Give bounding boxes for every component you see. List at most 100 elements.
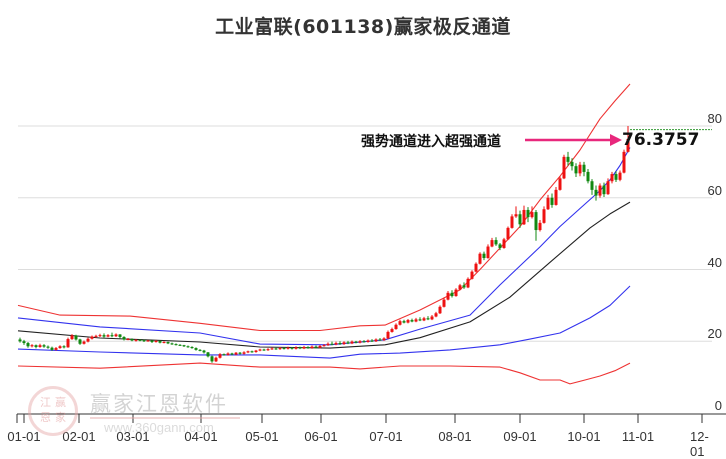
candle xyxy=(542,209,546,223)
candle xyxy=(390,329,394,332)
candle xyxy=(398,321,402,325)
candle xyxy=(134,339,138,341)
y-tick-label: 80 xyxy=(707,111,722,126)
candle xyxy=(562,156,566,179)
candle xyxy=(374,339,378,342)
upper-outer-band xyxy=(17,83,631,332)
candle xyxy=(386,331,390,339)
x-tick-label: 12-01 xyxy=(690,429,709,459)
x-tick-label: 08-01 xyxy=(438,429,472,444)
candle xyxy=(86,338,90,342)
candle xyxy=(334,343,338,345)
candle xyxy=(90,336,94,339)
x-axis xyxy=(16,413,726,423)
candle xyxy=(522,209,526,225)
candle xyxy=(162,341,166,343)
candle xyxy=(382,338,386,341)
candle xyxy=(514,214,518,217)
candle xyxy=(58,346,62,349)
candle xyxy=(110,335,114,337)
current-value-label: 76.3757 xyxy=(622,130,700,150)
candle xyxy=(250,351,254,353)
x-tick-label: 11-01 xyxy=(621,429,655,444)
candle xyxy=(558,178,562,190)
candle xyxy=(602,185,606,195)
watermark-divider xyxy=(90,417,240,419)
candle xyxy=(46,346,50,348)
candle xyxy=(42,345,46,347)
candle xyxy=(238,352,242,354)
candle xyxy=(146,340,150,342)
candles xyxy=(18,126,630,363)
candle xyxy=(414,319,418,322)
candle xyxy=(242,352,246,354)
candle xyxy=(622,151,626,173)
x-tick-label: 03-01 xyxy=(116,429,150,444)
lower-inner-band xyxy=(17,285,631,359)
candle xyxy=(290,347,294,349)
candle xyxy=(378,339,382,341)
candle xyxy=(170,343,174,345)
lower-outer-band xyxy=(17,362,631,385)
candle xyxy=(474,263,478,272)
candle xyxy=(330,343,334,345)
candle xyxy=(402,321,406,323)
candle xyxy=(154,340,158,342)
candle xyxy=(78,339,82,344)
gridlines xyxy=(18,125,712,342)
y-tick-label: 0 xyxy=(714,398,722,413)
candle xyxy=(98,335,102,337)
candle xyxy=(502,239,506,248)
candle xyxy=(470,271,474,279)
candle xyxy=(18,339,22,342)
candle xyxy=(358,341,362,343)
candle xyxy=(406,320,410,323)
candle xyxy=(314,346,318,348)
candle xyxy=(234,352,238,355)
candle xyxy=(30,345,34,347)
candle xyxy=(294,347,298,349)
candle xyxy=(446,292,450,300)
watermark-url: www.360gann.com xyxy=(104,420,214,435)
candle xyxy=(54,348,58,350)
candle xyxy=(426,318,430,320)
candle xyxy=(618,172,622,180)
candle xyxy=(210,356,214,362)
x-tick-label: 09-01 xyxy=(503,429,537,444)
candle xyxy=(214,357,218,362)
candle xyxy=(66,339,70,348)
candle xyxy=(102,335,106,337)
candle xyxy=(454,289,458,297)
candle xyxy=(158,340,162,343)
candle xyxy=(70,335,74,340)
x-tick-label: 05-01 xyxy=(245,429,279,444)
chart-title: 工业富联(601138)赢家极反通道 xyxy=(215,16,511,38)
candle xyxy=(606,181,610,195)
candle xyxy=(410,320,414,322)
candle xyxy=(286,347,290,349)
candle xyxy=(494,240,498,245)
candle xyxy=(278,348,282,350)
logo-char: 家 xyxy=(55,411,66,424)
candle xyxy=(118,334,122,337)
candle xyxy=(274,348,278,350)
channel-lines xyxy=(17,83,631,385)
candle xyxy=(346,342,350,344)
candle xyxy=(450,292,454,297)
candle xyxy=(594,189,598,196)
candle xyxy=(230,353,234,355)
candle xyxy=(202,350,206,353)
candle xyxy=(430,316,434,320)
candle xyxy=(434,313,438,317)
candle xyxy=(534,212,538,231)
candle xyxy=(306,346,310,349)
logo-char: 江 xyxy=(40,396,51,409)
candle xyxy=(26,343,30,347)
candle xyxy=(566,156,570,162)
candle xyxy=(222,354,226,356)
candle xyxy=(138,339,142,341)
candle xyxy=(354,341,358,343)
candle xyxy=(590,181,594,190)
candle xyxy=(190,346,194,349)
annotation-label: 强势通道进入超强通道 xyxy=(361,134,501,150)
